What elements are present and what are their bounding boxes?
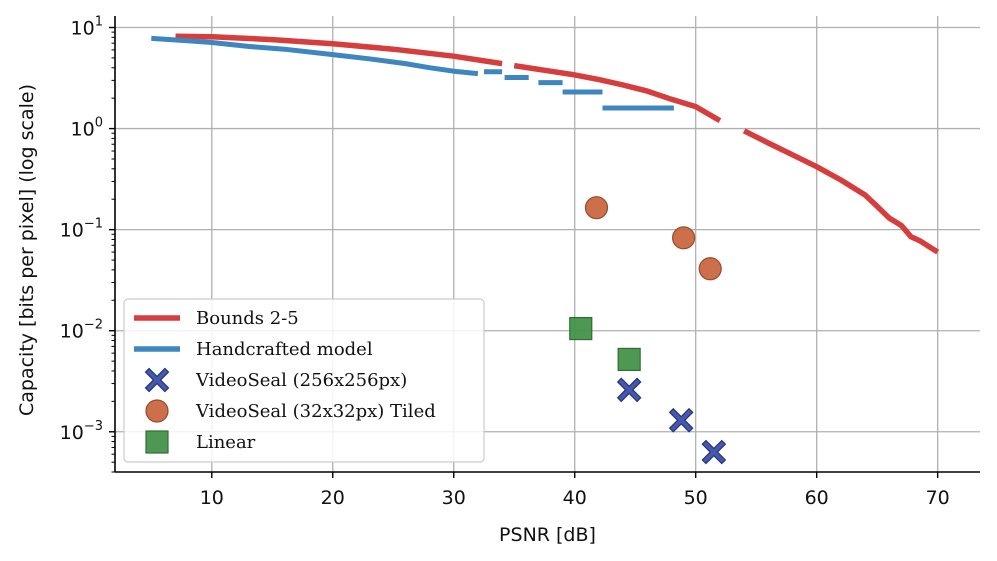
series-line-segment [151,35,479,77]
legend-label: Linear [196,432,256,453]
legend-item: Bounds 2-5 [134,308,299,329]
x-tick-label: 20 [321,487,345,509]
axes [109,16,980,478]
grid [115,16,980,472]
scatter-point [698,257,722,281]
y-axis-label: Capacity [bits per pixel] (log scale) [16,84,38,416]
y-tick-label: 100 [71,116,103,141]
legend-marker-swatch [145,399,169,423]
legend: Bounds 2-5 Handcrafted model VideoSeal (25… [123,298,485,463]
x-tick-label: 50 [684,487,708,509]
series-line-segment [175,33,503,67]
series-line-segment [742,128,940,255]
scatter-point [672,226,696,250]
x-tick-label: 60 [805,487,829,509]
legend-item: VideoSeal (256x256px) [144,367,407,393]
x-axis-label: PSNR [dB] [499,524,596,546]
x-tick-label: 10 [200,487,224,509]
scatter-point [668,407,694,433]
legend-item: Handcrafted model [134,339,373,360]
tick-labels: 10 20 30 40 50 60 70 10−3 10−2 10−1 100 101 [60,15,950,509]
series-3 [584,196,722,281]
y-tick-label: 10−1 [60,217,103,242]
scatter-point [701,439,727,465]
legend-label: Handcrafted model [196,339,373,360]
legend-label: Bounds 2-5 [196,308,299,329]
series-line-segment [513,62,722,123]
x-tick-label: 40 [563,487,587,509]
scatter-point [584,196,609,220]
series-layer [151,33,940,465]
series-4 [569,316,641,372]
legend-label: VideoSeal (32x32px) Tiled [195,401,436,422]
legend-label: VideoSeal (256x256px) [195,370,407,391]
scatter-point [616,377,642,403]
y-tick-label: 101 [71,15,103,40]
series-2 [616,377,727,465]
x-tick-label: 30 [442,487,466,509]
series-0 [175,33,940,255]
legend-item: VideoSeal (32x32px) Tiled [145,399,436,423]
series-1 [151,35,674,111]
scatter-point [617,347,641,372]
y-tick-label: 10−2 [60,318,103,343]
scatter-point [569,316,593,341]
legend-marker-swatch [144,367,170,393]
legend-item: Linear [145,430,256,454]
x-tick-label: 70 [926,487,950,509]
y-tick-label: 10−3 [60,419,103,444]
legend-box [123,298,485,463]
legend-marker-swatch [145,430,169,454]
